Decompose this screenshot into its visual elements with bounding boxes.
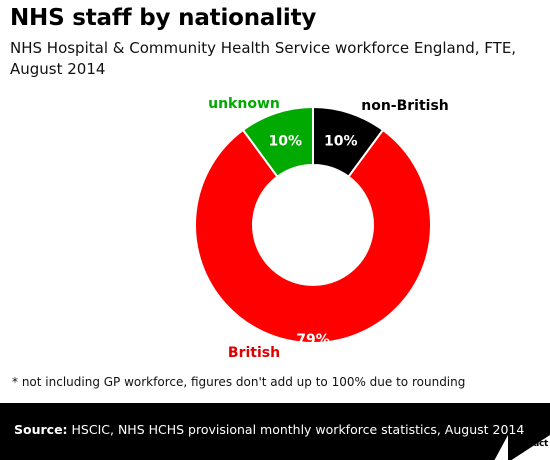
chart-subtitle: NHS Hospital & Community Health Service …: [10, 39, 517, 78]
source-footer: Source: HSCIC, NHS HCHS provisional mont…: [0, 403, 550, 460]
data-label-non-british: 10%: [324, 133, 358, 149]
full-fact-logo: Full Fact: [494, 431, 550, 460]
footnote: * not including GP workforce, figures do…: [12, 375, 466, 389]
category-label-non-british: non-British: [361, 98, 449, 114]
source-label: Source:: [14, 422, 68, 437]
slice-british: [194, 128, 432, 344]
source-detail: HSCIC, NHS HCHS provisional monthly work…: [67, 422, 525, 437]
full-fact-logo-icon: [494, 435, 550, 460]
category-label-british: British: [228, 345, 280, 361]
chart-title: NHS staff by nationality: [10, 5, 317, 31]
donut-chart: 10% non-British 79% British 10% unknown: [194, 96, 449, 361]
data-label-unknown: 10%: [268, 133, 302, 149]
category-label-unknown: unknown: [208, 96, 280, 112]
logo-text: Full Fact: [508, 439, 549, 449]
data-label-british: 79%: [296, 332, 330, 348]
slice-unknown: [241, 105, 314, 179]
source-text: Source: HSCIC, NHS HCHS provisional mont…: [14, 422, 524, 437]
